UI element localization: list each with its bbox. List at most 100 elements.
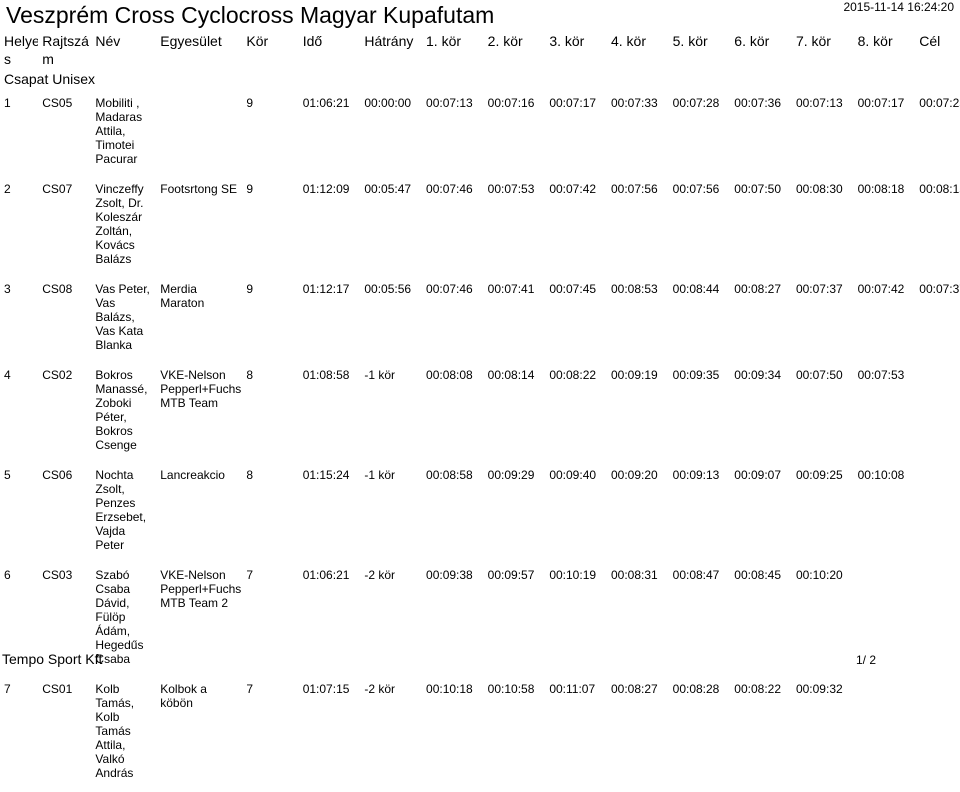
lap-5-cell: 00:09:35 <box>672 368 720 382</box>
table-row: 1 CS05 Mobiliti , Madaras Attila, Timotei … <box>0 92 960 178</box>
name-cell: Vas Peter, Vas Balázs, Vas Kata Blanka <box>95 282 150 352</box>
column-header: Név <box>95 33 121 49</box>
time-cell: 01:15:24 <box>302 468 350 482</box>
lap-6-cell: 00:08:27 <box>734 282 782 296</box>
lap-5-cell: 00:09:13 <box>672 468 720 482</box>
rank-cell: 1 <box>4 96 11 110</box>
name-cell: Vinczeffy Zsolt, Dr. Koleszár Zoltán, Ko… <box>95 182 144 266</box>
group-label: Csapat Unisex <box>4 71 96 87</box>
time-cell: 01:12:09 <box>302 182 350 196</box>
lap-6-cell: 00:09:07 <box>734 468 782 482</box>
column-header: Kör <box>246 33 269 49</box>
bib-cell: CS03 <box>42 568 73 582</box>
lap-1-cell: 00:07:46 <box>426 282 473 296</box>
lap-4-cell: 00:09:19 <box>610 368 658 382</box>
gap-cell: -2 kör <box>364 682 396 696</box>
lap-2-cell: 00:09:29 <box>487 468 535 482</box>
rank-cell: 5 <box>4 468 11 482</box>
finish-cell <box>915 464 960 564</box>
time-cell: 01:07:15 <box>302 682 350 696</box>
lap-7-cell: 00:07:37 <box>795 282 843 296</box>
name-cell: Kolb Tamás, Kolb Tamás Attila, Valkó And… <box>95 682 135 780</box>
footer-page-number: 1/ 2 <box>855 653 876 667</box>
lap-1-cell: 00:10:18 <box>426 682 473 696</box>
lap-2-cell: 00:09:57 <box>487 568 535 582</box>
lap-7-cell: 00:09:32 <box>795 682 843 696</box>
lap-5-cell: 00:08:28 <box>672 682 720 696</box>
lap-2-cell: 00:07:16 <box>487 96 535 110</box>
lap-2-cell: 00:07:41 <box>487 282 535 296</box>
lap-4-cell: 00:08:27 <box>610 682 658 696</box>
lap-2-cell: 00:10:58 <box>487 682 535 696</box>
club-cell: Footsrtong SE <box>160 182 237 196</box>
name-cell: Nochta Zsolt, Penzes Erzsebet, Vajda Pet… <box>95 468 147 552</box>
column-header: Egyesület <box>160 33 222 49</box>
table-row: 7 CS01 Kolb Tamás, Kolb Tamás Attila, Valk… <box>0 678 960 792</box>
lap-8-cell: 00:07:42 <box>857 282 905 296</box>
time-cell: 01:08:58 <box>302 368 350 382</box>
lap-3-cell: 00:11:07 <box>549 682 596 696</box>
lap-6-cell: 00:09:34 <box>734 368 782 382</box>
gap-cell: 00:05:47 <box>364 182 412 196</box>
lap-1-cell: 00:09:38 <box>426 568 473 582</box>
page-title: Veszprém Cross Cyclocross Magyar Kupafut… <box>6 2 495 28</box>
lap-7-cell: 00:07:50 <box>795 368 843 382</box>
lap-3-cell: 00:10:19 <box>549 568 597 582</box>
finish-cell: 00:07:37 <box>919 282 960 296</box>
lap-6-cell: 00:07:50 <box>734 182 782 196</box>
column-header: 3. kör <box>549 33 585 49</box>
lap-8-cell: 00:10:08 <box>857 468 905 482</box>
lap-8-cell: 00:07:53 <box>857 368 905 382</box>
lap-3-cell: 00:07:45 <box>549 282 597 296</box>
column-header: 2. kör <box>487 33 523 49</box>
column-header: 7. kör <box>795 33 831 49</box>
lap-7-cell: 00:07:13 <box>795 96 843 110</box>
lap-5-cell: 00:07:28 <box>672 96 720 110</box>
table-row: 3 CS08 Vas Peter, Vas Balázs, Vas Kata Bla… <box>0 278 960 364</box>
finish-cell: 00:07:25 <box>919 96 960 110</box>
club-cell <box>156 92 242 178</box>
lap-4-cell: 00:08:31 <box>610 568 658 582</box>
rank-cell: 2 <box>4 182 11 196</box>
print-timestamp: 2015-11-14 16:24:20 <box>843 0 954 14</box>
lap-3-cell: 00:07:17 <box>549 96 597 110</box>
gap-cell: -1 kör <box>364 468 396 482</box>
gap-cell: -1 kör <box>364 368 396 382</box>
lap-7-cell: 00:09:25 <box>795 468 843 482</box>
lap-3-cell: 00:07:42 <box>549 182 597 196</box>
laps-cell: 9 <box>246 182 254 196</box>
lap-2-cell: 00:08:14 <box>487 368 535 382</box>
lap-5-cell: 00:08:47 <box>672 568 720 582</box>
group-row: Csapat Unisex <box>0 68 960 92</box>
column-header: Cél <box>919 33 941 49</box>
lap-7-cell: 00:10:20 <box>795 568 843 582</box>
rank-cell: 4 <box>4 368 11 382</box>
bib-cell: CS07 <box>42 182 73 196</box>
lap-8-cell: 00:07:17 <box>857 96 905 110</box>
rank-cell: 7 <box>4 682 11 696</box>
table-row: 2 CS07 Vinczeffy Zsolt, Dr. Koleszár Zoltá… <box>0 178 960 278</box>
club-cell: Lancreakcio <box>160 468 225 482</box>
lap-8-cell <box>854 678 916 792</box>
time-cell: 01:12:17 <box>302 282 350 296</box>
column-header: 4. kör <box>610 33 646 49</box>
finish-cell <box>915 364 960 464</box>
lap-5-cell: 00:08:44 <box>672 282 720 296</box>
laps-cell: 7 <box>246 682 254 696</box>
laps-cell: 7 <box>246 568 254 582</box>
laps-cell: 8 <box>246 468 254 482</box>
lap-4-cell: 00:07:56 <box>610 182 658 196</box>
name-cell: Bokros Manassé, Zoboki Péter, Bokros Cse… <box>95 368 148 452</box>
rank-cell: 6 <box>4 568 11 582</box>
lap-1-cell: 00:07:46 <box>426 182 473 196</box>
lap-1-cell: 00:08:08 <box>426 368 473 382</box>
finish-cell <box>915 564 960 678</box>
column-header: Rajtszá m <box>42 33 89 67</box>
bib-cell: CS05 <box>42 96 73 110</box>
column-header: Helyezé s <box>4 33 39 67</box>
lap-4-cell: 00:09:20 <box>610 468 658 482</box>
table-row: 4 CS02 Bokros Manassé, Zoboki Péter, Bokro… <box>0 364 960 464</box>
laps-cell: 8 <box>246 368 254 382</box>
